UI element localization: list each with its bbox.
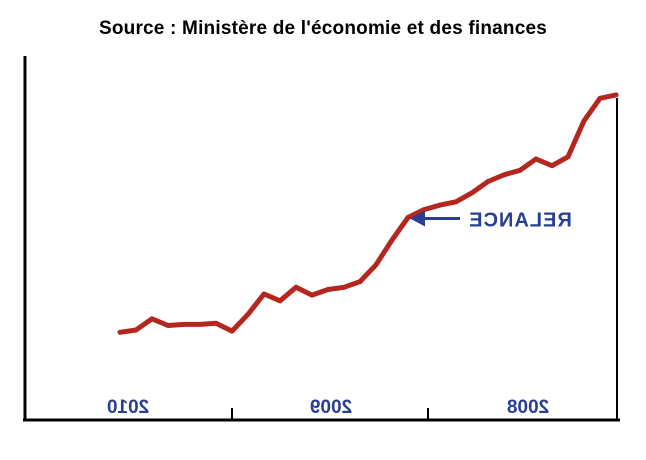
x-tick-label: 2010 [107, 397, 149, 418]
data-point [437, 202, 443, 208]
annotation-label: RELANCE [468, 210, 572, 232]
data-point [485, 179, 491, 184]
data-point [389, 237, 395, 243]
data-point [517, 167, 523, 173]
data-point [293, 284, 299, 290]
data-point [421, 207, 427, 213]
data-point [405, 215, 411, 220]
data-point [357, 279, 363, 284]
data-point [229, 328, 235, 334]
series-line [117, 92, 619, 335]
annotation-arrow-head [410, 210, 425, 227]
data-point [261, 291, 267, 297]
data-point [165, 323, 171, 328]
data-point [181, 322, 187, 327]
data-point [469, 190, 475, 196]
data-point [117, 329, 123, 335]
data-point [597, 95, 603, 101]
data-point [581, 118, 587, 124]
data-point [133, 327, 139, 333]
data-point [245, 311, 251, 317]
data-point [149, 316, 155, 322]
data-point [453, 199, 459, 205]
chart-title: Source : Ministère de l'économie et des … [98, 18, 548, 39]
data-point [565, 154, 571, 160]
data-point [341, 284, 347, 290]
data-point [373, 262, 379, 268]
data-point [549, 163, 555, 169]
data-point [533, 156, 539, 162]
data-point [325, 287, 331, 292]
data-point [613, 92, 619, 98]
x-tick-label: 2008 [507, 397, 549, 418]
data-point [309, 292, 315, 298]
x-tick-label: 2009 [310, 397, 352, 418]
data-point [197, 322, 203, 327]
data-point [277, 298, 283, 304]
data-point [213, 320, 219, 326]
data-point [501, 172, 507, 178]
